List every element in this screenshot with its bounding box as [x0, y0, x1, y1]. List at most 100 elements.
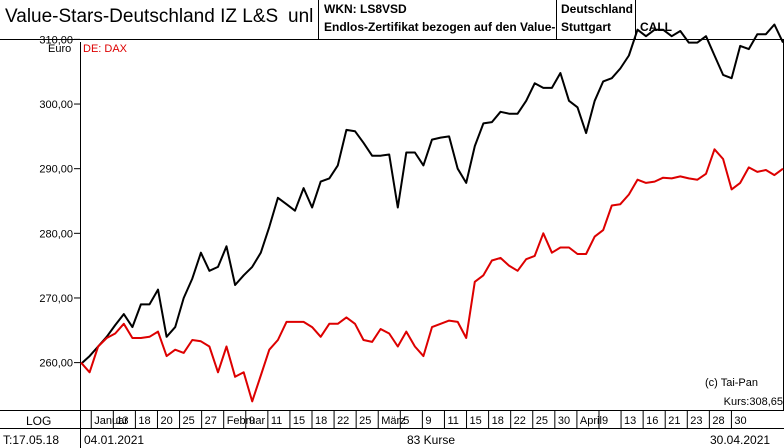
data-point	[243, 274, 245, 276]
data-point	[645, 182, 647, 184]
data-point	[465, 182, 467, 184]
data-point	[345, 129, 347, 131]
data-point	[208, 346, 210, 348]
data-point	[440, 323, 442, 325]
data-point	[183, 352, 185, 354]
x-tick-label: 15	[470, 415, 482, 427]
data-point	[611, 77, 613, 79]
x-tick-label: 22	[337, 415, 349, 427]
data-point	[551, 87, 553, 89]
data-point	[474, 145, 476, 147]
data-point	[328, 323, 330, 325]
start-date-label: 04.01.2021	[84, 433, 145, 447]
data-point	[611, 205, 613, 207]
data-point	[414, 152, 416, 154]
data-point	[174, 326, 176, 328]
x-tick-label: 13	[116, 415, 128, 427]
data-point	[628, 55, 630, 57]
data-point	[474, 281, 476, 283]
series-layer	[80, 23, 784, 403]
data-point	[251, 400, 253, 402]
data-point	[440, 137, 442, 139]
x-tick-label: 28	[712, 415, 724, 427]
data-point	[517, 113, 519, 115]
data-point	[388, 154, 390, 156]
data-point	[320, 336, 322, 338]
data-point	[731, 77, 733, 79]
data-point	[123, 313, 125, 315]
data-point	[191, 339, 193, 341]
x-tick-label: März	[381, 415, 405, 427]
data-point	[739, 182, 741, 184]
data-point	[149, 303, 151, 305]
data-point	[286, 321, 288, 323]
scale-mode-label[interactable]: LOG	[26, 414, 52, 428]
y-tick-label: 310,00	[39, 34, 73, 46]
data-point	[662, 29, 664, 31]
data-point	[765, 169, 767, 171]
x-tick-label: 27	[205, 415, 217, 427]
data-point	[337, 323, 339, 325]
data-point	[491, 260, 493, 262]
data-point	[637, 29, 639, 31]
data-point	[500, 111, 502, 113]
data-point	[89, 371, 91, 373]
data-point	[354, 323, 356, 325]
data-point	[226, 346, 228, 348]
x-tick-label: 5	[403, 415, 409, 427]
data-point	[226, 245, 228, 247]
data-point	[89, 355, 91, 357]
data-point	[149, 336, 151, 338]
data-point	[157, 331, 159, 333]
data-point	[294, 210, 296, 212]
data-point	[217, 371, 219, 373]
data-point	[157, 289, 159, 291]
data-point	[645, 35, 647, 37]
data-point	[277, 339, 279, 341]
data-point	[696, 42, 698, 44]
x-tick-label: 13	[624, 415, 636, 427]
data-point	[140, 303, 142, 305]
x-tick-label: 9	[425, 415, 431, 427]
data-point	[688, 42, 690, 44]
data-point	[542, 232, 544, 234]
data-point	[602, 80, 604, 82]
data-point	[773, 24, 775, 26]
x-tick-label: 20	[160, 415, 172, 427]
data-point	[106, 337, 108, 339]
chart-title: Value-Stars-Deutschland IZ L&S	[5, 6, 279, 27]
header-divider-3	[635, 0, 636, 40]
footer-divider	[80, 410, 81, 448]
data-point	[371, 155, 373, 157]
data-point	[311, 207, 313, 209]
x-tick-label: 9	[249, 415, 255, 427]
data-point	[363, 142, 365, 144]
end-date-label: 30.04.2021	[710, 433, 771, 447]
data-point	[268, 226, 270, 228]
y-tick-label: 280,00	[39, 228, 73, 240]
x-tick-label: 9	[602, 415, 608, 427]
data-point	[705, 173, 707, 175]
data-point	[654, 181, 656, 183]
data-point	[200, 252, 202, 254]
data-point	[422, 164, 424, 166]
x-tick-label: 16	[646, 415, 658, 427]
data-point	[559, 72, 561, 74]
data-point	[294, 321, 296, 323]
wkn-label: WKN: LS8VSD	[324, 2, 407, 16]
data-point	[534, 82, 536, 84]
x-tick-label: 15	[293, 415, 305, 427]
data-point	[534, 255, 536, 257]
data-point	[380, 155, 382, 157]
y-tick-label: 290,00	[39, 164, 73, 176]
data-point	[345, 316, 347, 318]
data-point	[397, 207, 399, 209]
data-point	[320, 181, 322, 183]
data-point	[577, 253, 579, 255]
data-point	[671, 177, 673, 179]
footer-bar	[0, 428, 784, 429]
data-point	[397, 346, 399, 348]
data-point	[722, 158, 724, 160]
x-tick-label: 18	[315, 415, 327, 427]
